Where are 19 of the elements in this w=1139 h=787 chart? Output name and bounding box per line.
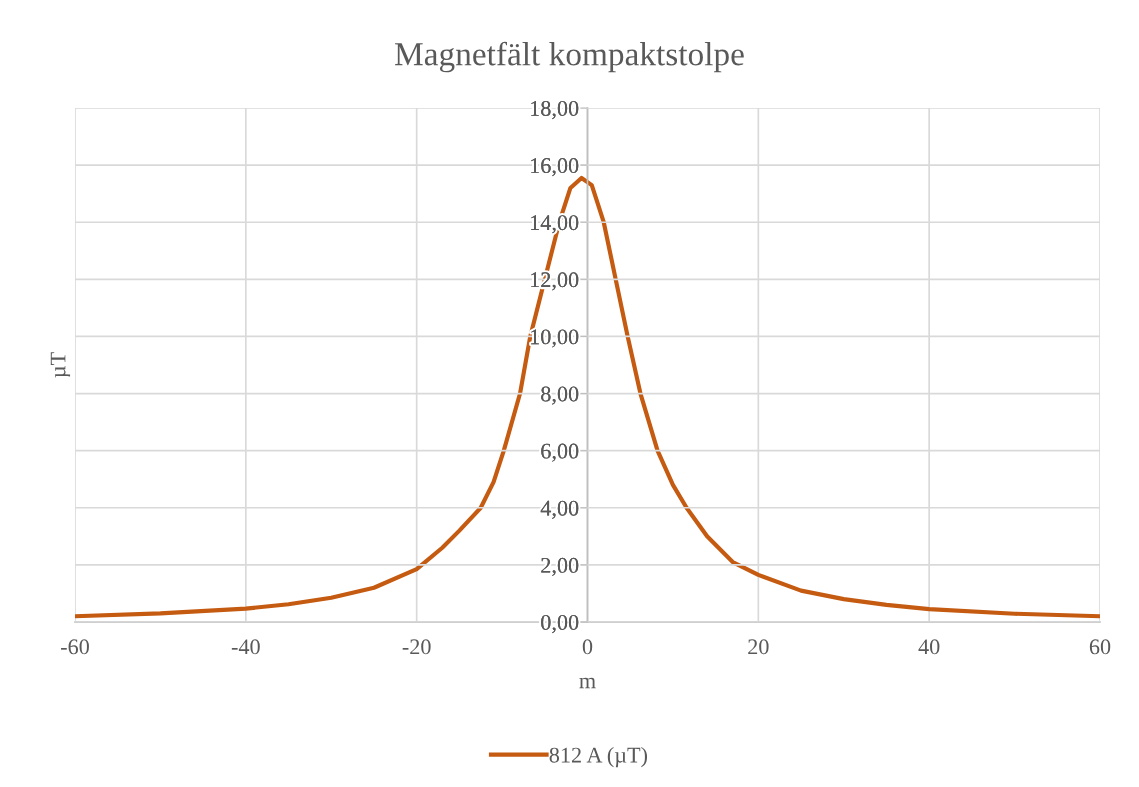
y-tick-label: 2,00 bbox=[541, 557, 579, 577]
y-tick-label: 0,00 bbox=[541, 614, 579, 634]
x-tick-label: 60 bbox=[1089, 639, 1111, 655]
y-tick-label: 10,00 bbox=[531, 329, 579, 348]
y-tick-label: 8,00 bbox=[541, 386, 579, 405]
x-axis-title: m bbox=[579, 677, 596, 689]
x-tick-label: -60 bbox=[61, 639, 89, 655]
x-tick-label: 40 bbox=[918, 639, 940, 655]
x-tick-label: 20 bbox=[748, 639, 769, 655]
x-tick-label: 0 bbox=[582, 639, 593, 655]
y-tick-label: 6,00 bbox=[541, 443, 579, 462]
y-tick-label: 18,00 bbox=[531, 100, 579, 120]
y-axis-title: µT bbox=[50, 352, 71, 378]
x-tick-label: -20 bbox=[402, 639, 431, 655]
chart-title: Magnetfält kompaktstolpe bbox=[395, 41, 744, 73]
x-tick-label: -40 bbox=[231, 639, 260, 655]
legend-label: 812 A (µT) bbox=[549, 746, 648, 768]
y-tick-label: 16,00 bbox=[531, 158, 579, 177]
y-tick-label: 4,00 bbox=[540, 500, 579, 519]
